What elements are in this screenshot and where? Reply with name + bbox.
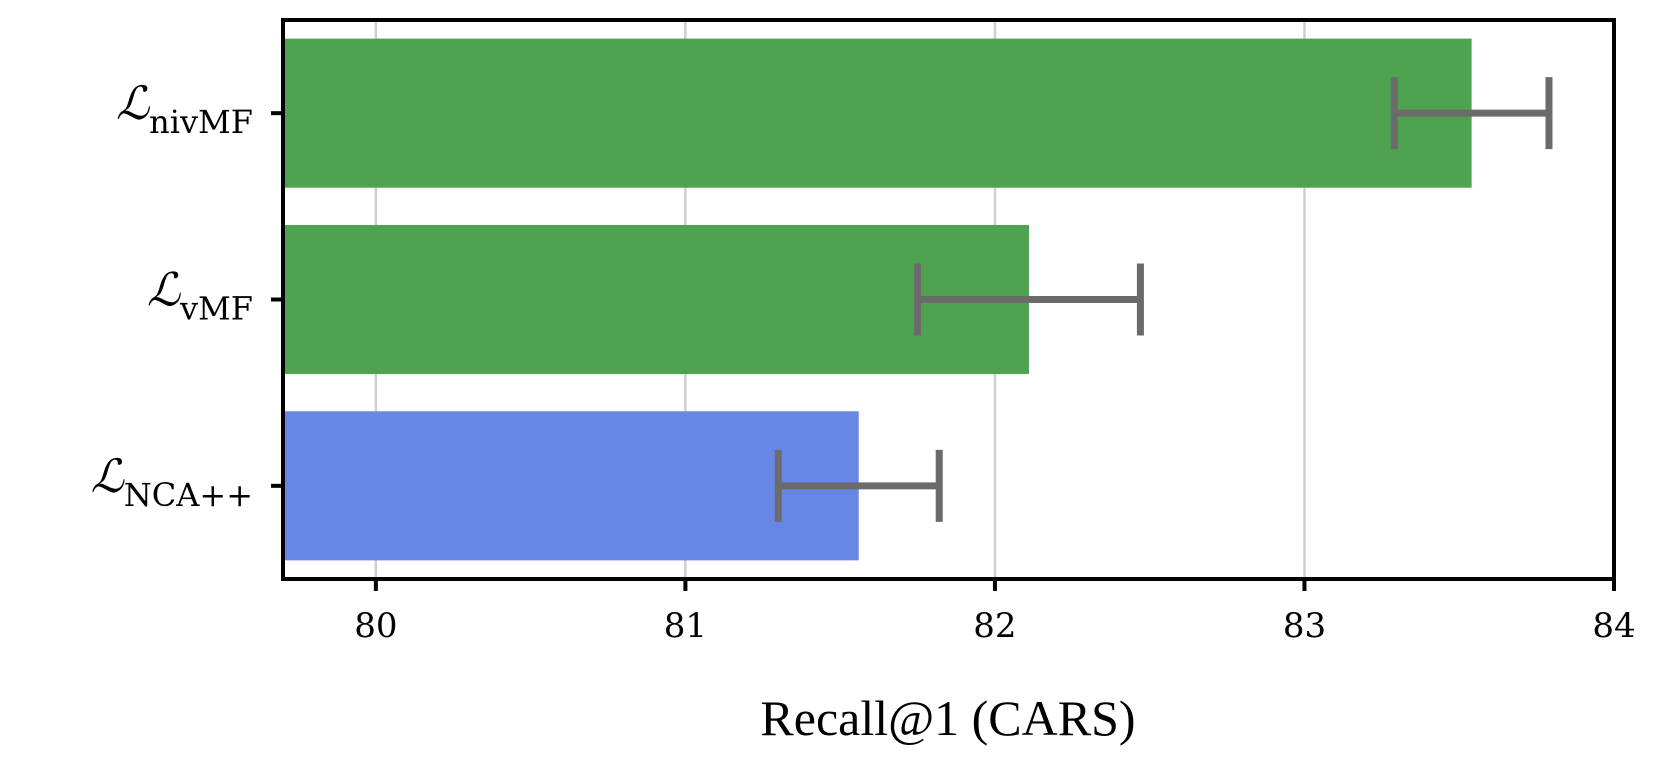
x-tick-label-83: 83 <box>1283 606 1326 646</box>
x-tick-label-82: 82 <box>973 606 1016 646</box>
x-tick-label-84: 84 <box>1592 606 1635 646</box>
bar-nivMF <box>283 38 1472 188</box>
x-tick-label-81: 81 <box>664 606 707 646</box>
y-tick-label-NCA++: ℒNCA++ <box>91 449 253 514</box>
bar-vMF <box>283 224 1029 375</box>
bar-NCA++ <box>283 411 859 561</box>
y-tick-label-vMF: ℒvMF <box>147 263 253 328</box>
x-axis-ticks: 80 81 82 83 84 <box>354 579 1636 646</box>
y-axis-ticks: ℒnivMF ℒvMF ℒNCA++ <box>91 76 283 514</box>
y-tick-label-nivMF: ℒnivMF <box>116 76 253 141</box>
x-axis-label: Recall@1 (CARS) <box>760 690 1135 746</box>
x-tick-label-80: 80 <box>354 606 397 646</box>
error-bars <box>774 77 1553 522</box>
bars <box>283 38 1472 561</box>
